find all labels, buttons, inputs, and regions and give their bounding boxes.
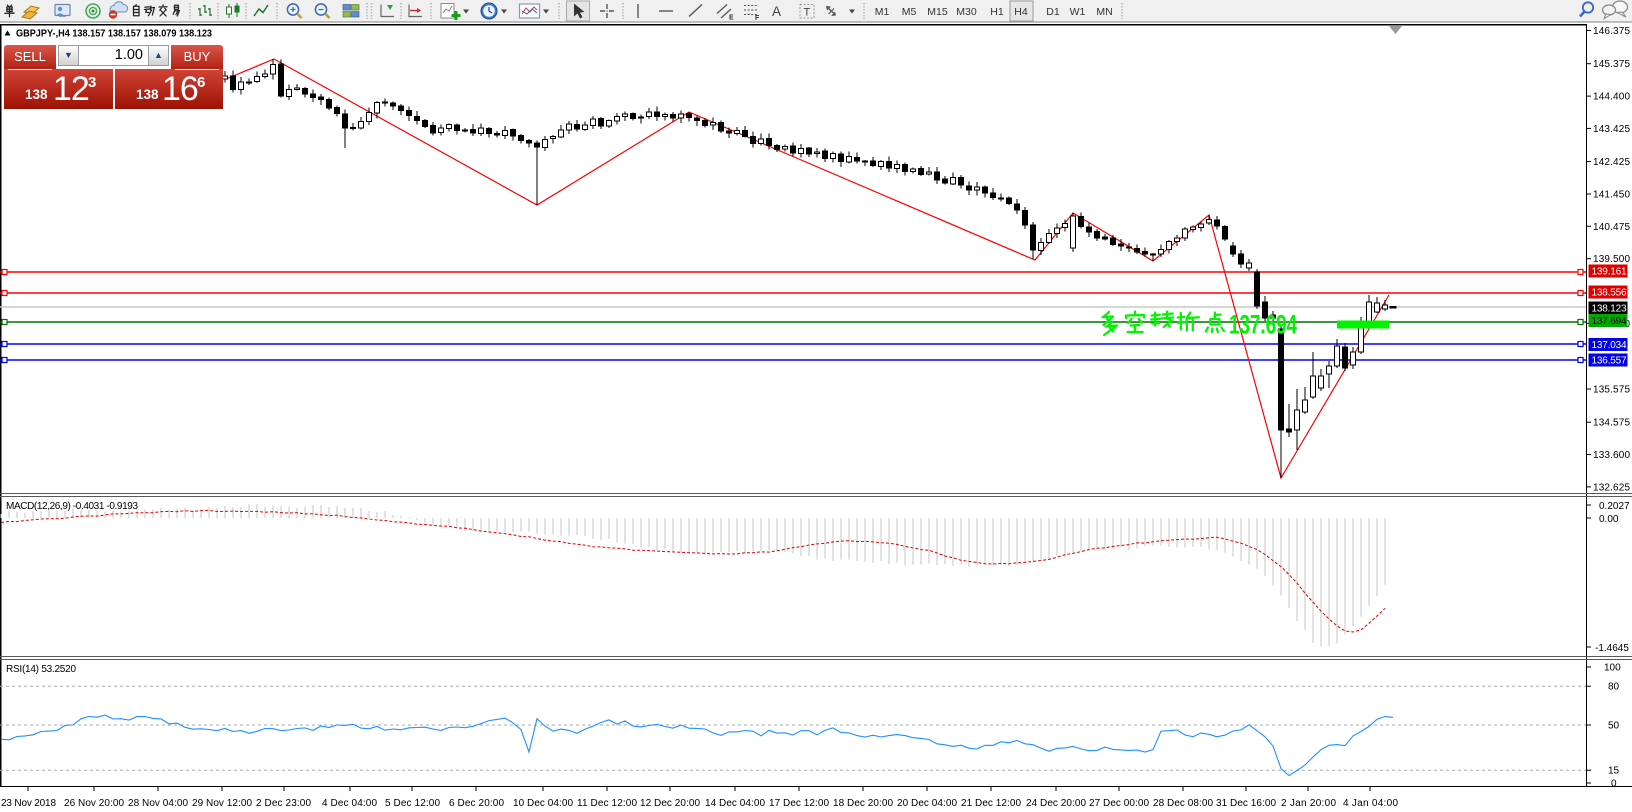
svg-text:143.425: 143.425	[1593, 124, 1630, 135]
svg-text:26 Nov 20:00: 26 Nov 20:00	[64, 798, 124, 809]
svg-text:M15: M15	[927, 6, 948, 18]
svg-text:RSI(14) 53.2520: RSI(14) 53.2520	[6, 664, 76, 675]
svg-text:0.00: 0.00	[1599, 514, 1619, 525]
svg-text:139.161: 139.161	[1592, 267, 1627, 278]
svg-text:F: F	[755, 15, 760, 22]
svg-text:17 Dec 12:00: 17 Dec 12:00	[769, 798, 829, 809]
svg-text:H1: H1	[990, 6, 1004, 18]
svg-text:145.375: 145.375	[1593, 59, 1630, 70]
svg-text:11 Dec 12:00: 11 Dec 12:00	[577, 798, 637, 809]
svg-text:138.556: 138.556	[1592, 288, 1627, 299]
svg-text:10 Dec 04:00: 10 Dec 04:00	[513, 798, 573, 809]
svg-text:-1.4645: -1.4645	[1595, 643, 1629, 654]
svg-text:142.425: 142.425	[1593, 157, 1630, 168]
svg-text:20 Dec 04:00: 20 Dec 04:00	[897, 798, 957, 809]
svg-text:137.694: 137.694	[1229, 310, 1297, 340]
svg-text:138.123: 138.123	[1592, 304, 1627, 315]
svg-text:24 Dec 20:00: 24 Dec 20:00	[1026, 798, 1086, 809]
svg-text:136.557: 136.557	[1592, 356, 1627, 367]
svg-text:M30: M30	[956, 6, 977, 18]
svg-text:GBPJPY-,H4 138.157 138.157 13: GBPJPY-,H4 138.157 138.157 138.079 138.1…	[16, 29, 212, 40]
svg-text:12 Dec 20:00: 12 Dec 20:00	[640, 798, 700, 809]
svg-text:14 Dec 04:00: 14 Dec 04:00	[705, 798, 765, 809]
svg-text:MACD(12,26,9) -0.4031 -0.9193: MACD(12,26,9) -0.4031 -0.9193	[6, 501, 138, 512]
svg-text:H4: H4	[1014, 6, 1028, 18]
svg-text:137.034: 137.034	[1592, 340, 1627, 351]
svg-text:133.600: 133.600	[1593, 450, 1630, 461]
svg-text:M5: M5	[902, 6, 917, 18]
svg-text:27 Dec 00:00: 27 Dec 00:00	[1089, 798, 1149, 809]
svg-text:135.575: 135.575	[1593, 385, 1630, 396]
svg-text:4 Jan 04:00: 4 Jan 04:00	[1343, 798, 1398, 809]
svg-text:6 Dec 20:00: 6 Dec 20:00	[449, 798, 504, 809]
svg-text:2 Dec 23:00: 2 Dec 23:00	[256, 798, 311, 809]
svg-text:0.2027: 0.2027	[1599, 501, 1630, 512]
svg-text:144.400: 144.400	[1593, 92, 1630, 103]
svg-text:18 Dec 20:00: 18 Dec 20:00	[833, 798, 893, 809]
svg-text:15: 15	[1608, 766, 1620, 777]
svg-text:W1: W1	[1070, 6, 1086, 18]
svg-text:E: E	[729, 15, 734, 22]
svg-text:A: A	[772, 4, 781, 19]
svg-text:2 Jan 20:00: 2 Jan 20:00	[1281, 798, 1336, 809]
svg-text:28 Dec 08:00: 28 Dec 08:00	[1153, 798, 1213, 809]
svg-text:4 Dec 04:00: 4 Dec 04:00	[322, 798, 377, 809]
svg-text:MN: MN	[1096, 6, 1112, 18]
svg-text:D1: D1	[1046, 6, 1060, 18]
svg-text:140.475: 140.475	[1593, 222, 1630, 233]
svg-text:31 Dec 16:00: 31 Dec 16:00	[1216, 798, 1276, 809]
svg-text:M1: M1	[875, 6, 890, 18]
svg-text:80: 80	[1608, 682, 1620, 693]
svg-text:5 Dec 12:00: 5 Dec 12:00	[385, 798, 440, 809]
svg-text:0: 0	[1611, 779, 1617, 790]
svg-text:29 Nov 12:00: 29 Nov 12:00	[192, 798, 252, 809]
svg-text:21 Dec 12:00: 21 Dec 12:00	[961, 798, 1021, 809]
svg-text:T: T	[804, 7, 811, 19]
svg-text:23 Nov 2018: 23 Nov 2018	[1, 798, 56, 809]
svg-text:141.450: 141.450	[1593, 190, 1630, 201]
svg-text:139.500: 139.500	[1593, 254, 1630, 265]
svg-text:134.575: 134.575	[1593, 418, 1630, 429]
svg-text:100: 100	[1604, 663, 1621, 674]
svg-text:132.625: 132.625	[1593, 482, 1630, 493]
svg-text:137.694: 137.694	[1592, 316, 1627, 327]
svg-text:28 Nov 04:00: 28 Nov 04:00	[128, 798, 188, 809]
svg-text:50: 50	[1608, 721, 1620, 732]
svg-text:146.375: 146.375	[1593, 26, 1630, 37]
